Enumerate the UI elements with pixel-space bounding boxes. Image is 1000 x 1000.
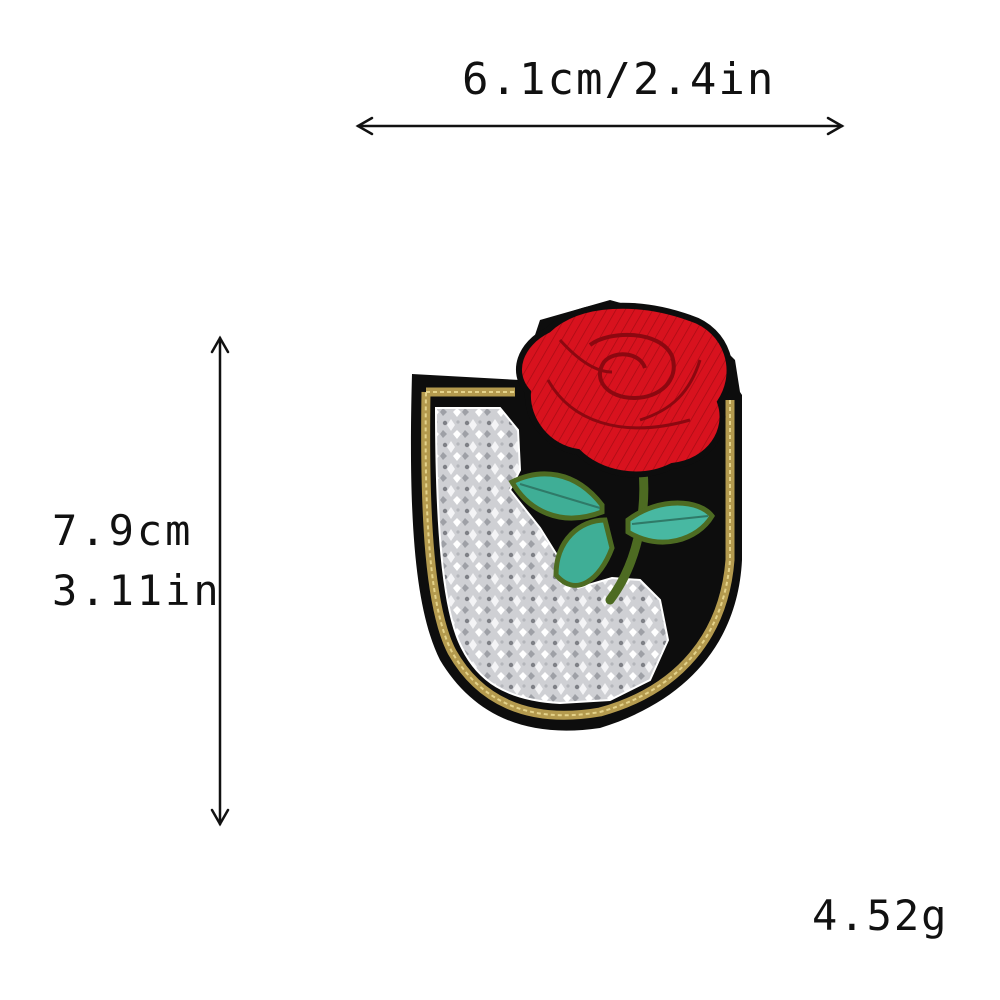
width-arrow-icon [355,116,845,136]
height-cm-label: 7.9cm [52,506,194,555]
width-dimension-label: 6.1cm/2.4in [462,54,776,105]
height-in-label: 3.11in [52,566,222,615]
weight-label: 4.52g [812,891,949,940]
height-arrow-icon [210,335,230,827]
